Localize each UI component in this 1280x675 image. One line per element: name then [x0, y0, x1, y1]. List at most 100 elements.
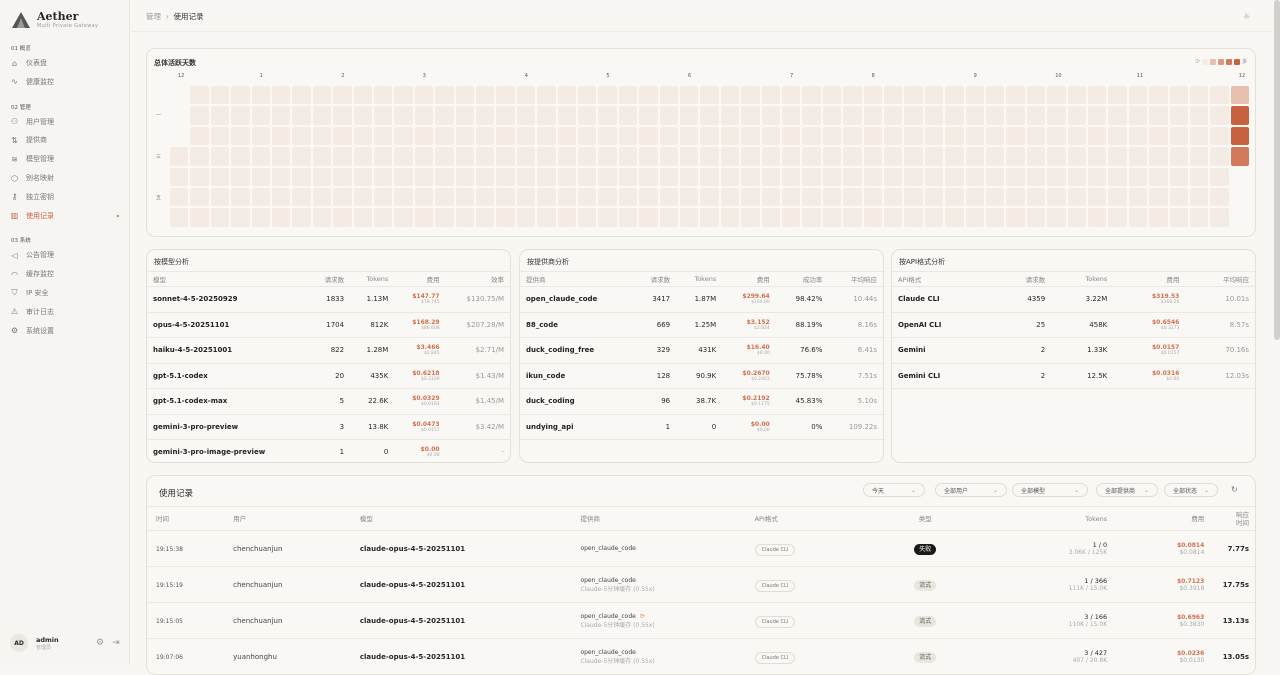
- heatmap-cell[interactable]: [761, 126, 780, 146]
- heatmap-cell[interactable]: [782, 86, 801, 105]
- refresh-icon[interactable]: ↻: [1231, 485, 1238, 494]
- filter-dropdown[interactable]: 全部模型 ⌄: [1012, 483, 1088, 497]
- heatmap-cell[interactable]: [598, 167, 617, 186]
- heatmap-cell[interactable]: [435, 106, 454, 125]
- heatmap-cell[interactable]: [476, 147, 495, 166]
- heatmap-cell[interactable]: [292, 106, 311, 125]
- heatmap-cell[interactable]: [639, 188, 658, 207]
- heatmap-cell[interactable]: [231, 167, 250, 186]
- table-row[interactable]: open_claude_code 3417 1.87M $299.64 $164.80 9…: [520, 286, 883, 313]
- heatmap-cell[interactable]: [251, 208, 270, 227]
- heatmap-cell[interactable]: [761, 106, 780, 125]
- heatmap-cell[interactable]: [210, 147, 230, 166]
- heatmap-cell[interactable]: [251, 147, 270, 166]
- heatmap-cell[interactable]: [557, 188, 576, 207]
- heatmap-cell[interactable]: [598, 86, 617, 105]
- heatmap-cell[interactable]: [353, 126, 372, 146]
- heatmap-cell[interactable]: [802, 167, 821, 186]
- heatmap-cell[interactable]: [578, 126, 597, 146]
- column-header[interactable]: Tokens: [978, 506, 1114, 531]
- heatmap-cell[interactable]: [945, 86, 964, 105]
- heatmap-cell[interactable]: [761, 188, 780, 207]
- heatmap-cell[interactable]: [435, 167, 454, 186]
- heatmap-cell[interactable]: [190, 167, 209, 186]
- heatmap-cell[interactable]: [680, 86, 699, 105]
- column-header[interactable]: 平均响应: [1185, 271, 1255, 287]
- heatmap-cell[interactable]: [986, 126, 1005, 146]
- heatmap-cell[interactable]: [231, 188, 250, 207]
- heatmap-cell[interactable]: [843, 126, 862, 146]
- heatmap-cell[interactable]: [1006, 126, 1025, 146]
- heatmap-cell[interactable]: [741, 147, 760, 166]
- heatmap-cell[interactable]: [516, 106, 536, 125]
- heatmap-cell[interactable]: [496, 147, 515, 166]
- heatmap-cell[interactable]: [782, 208, 801, 227]
- heatmap-cell[interactable]: [965, 208, 984, 227]
- heatmap-cell[interactable]: [822, 106, 842, 125]
- heatmap-cell[interactable]: [741, 86, 760, 105]
- heatmap-cell[interactable]: [414, 86, 434, 105]
- heatmap-cell[interactable]: [1108, 188, 1127, 207]
- sidebar-item[interactable]: ⌂ 仪表盘: [10, 55, 122, 71]
- column-header[interactable]: 模型: [147, 271, 309, 287]
- heatmap-cell[interactable]: [333, 86, 352, 105]
- heatmap-cell[interactable]: [1088, 208, 1107, 227]
- heatmap-cell[interactable]: [476, 167, 495, 186]
- heatmap-cell[interactable]: [374, 147, 393, 166]
- heatmap-cell[interactable]: [1088, 147, 1107, 166]
- heatmap-cell[interactable]: [272, 188, 291, 207]
- heatmap-cell[interactable]: [333, 208, 352, 227]
- heatmap-cell[interactable]: [802, 147, 821, 166]
- heatmap-cell[interactable]: [272, 167, 291, 186]
- heatmap-cell[interactable]: [1108, 106, 1127, 125]
- heatmap-cell[interactable]: [292, 86, 311, 105]
- heatmap-cell[interactable]: [333, 147, 352, 166]
- heatmap-cell[interactable]: [394, 147, 413, 166]
- heatmap-cell[interactable]: [720, 106, 740, 125]
- sidebar-item[interactable]: ∿ 健康监控: [10, 74, 122, 90]
- heatmap-cell[interactable]: [312, 188, 332, 207]
- heatmap-cell[interactable]: [578, 147, 597, 166]
- heatmap-cell[interactable]: [1108, 126, 1127, 146]
- heatmap-cell[interactable]: [1149, 126, 1168, 146]
- table-row[interactable]: gemini-3-pro-image-preview 1 0 $0.00 $0.00-: [147, 439, 510, 462]
- column-header[interactable]: 用户: [227, 506, 354, 531]
- heatmap-cell[interactable]: [394, 106, 413, 125]
- column-header[interactable]: API格式: [892, 271, 994, 287]
- heatmap-cell[interactable]: [435, 188, 454, 207]
- heatmap-cell[interactable]: [802, 106, 821, 125]
- heatmap-cell[interactable]: [1149, 86, 1168, 105]
- heatmap-cell[interactable]: [924, 208, 944, 227]
- heatmap-cell[interactable]: [394, 167, 413, 186]
- heatmap-cell[interactable]: [884, 86, 903, 105]
- column-header[interactable]: 成功率: [775, 271, 829, 287]
- heatmap-cell[interactable]: [1169, 126, 1188, 146]
- heatmap-cell[interactable]: [333, 106, 352, 125]
- heatmap-cell[interactable]: [904, 208, 923, 227]
- heatmap-cell[interactable]: [231, 208, 250, 227]
- heatmap-cell[interactable]: [1169, 86, 1188, 105]
- heatmap-cell[interactable]: [659, 147, 678, 166]
- heatmap-cell[interactable]: [986, 86, 1005, 105]
- heatmap-cell[interactable]: [1067, 188, 1086, 207]
- heatmap-cell[interactable]: [822, 208, 842, 227]
- column-header[interactable]: 费用: [1113, 506, 1211, 531]
- heatmap-cell[interactable]: [312, 106, 332, 125]
- heatmap-cell[interactable]: [1026, 106, 1046, 125]
- heatmap-cell[interactable]: [782, 188, 801, 207]
- heatmap-cell[interactable]: [231, 126, 250, 146]
- heatmap-cell[interactable]: [720, 147, 740, 166]
- heatmap-cell[interactable]: [700, 86, 719, 105]
- heatmap-cell[interactable]: [1149, 106, 1168, 125]
- heatmap-cell[interactable]: [557, 167, 576, 186]
- sidebar-item[interactable]: ⚷ 独立密钥: [10, 189, 122, 205]
- heatmap-cell[interactable]: [761, 208, 780, 227]
- heatmap-cell[interactable]: [863, 147, 882, 166]
- heatmap-cell[interactable]: [945, 208, 964, 227]
- heatmap-cell[interactable]: [231, 86, 250, 105]
- heatmap-cell[interactable]: [720, 167, 740, 186]
- heatmap-cell[interactable]: [1190, 147, 1209, 166]
- heatmap-cell[interactable]: [1026, 147, 1046, 166]
- heatmap-cell[interactable]: [761, 86, 780, 105]
- heatmap-cell[interactable]: [272, 86, 291, 105]
